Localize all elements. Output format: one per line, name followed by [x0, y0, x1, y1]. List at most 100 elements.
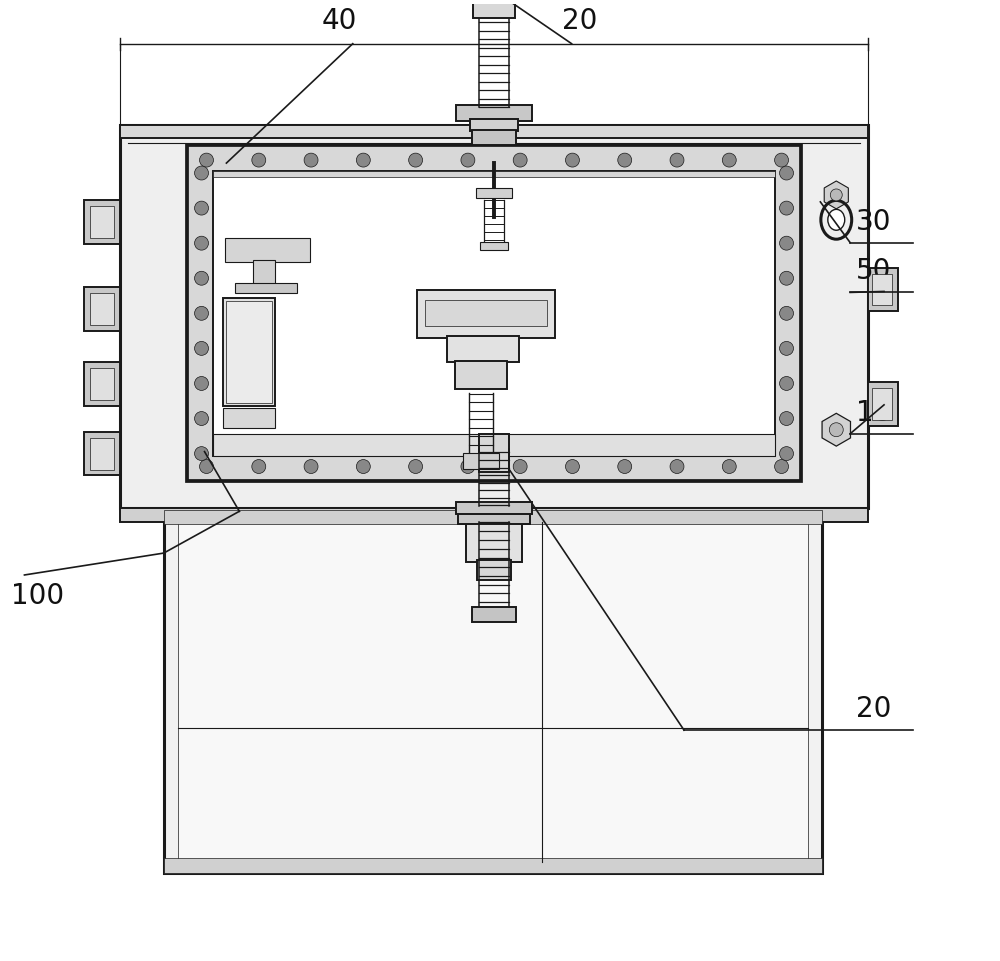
- Bar: [472, 131, 516, 146]
- Ellipse shape: [828, 210, 845, 231]
- Circle shape: [304, 460, 318, 474]
- Text: 20: 20: [856, 695, 892, 723]
- Circle shape: [618, 154, 632, 168]
- Circle shape: [409, 154, 423, 168]
- Circle shape: [830, 189, 842, 202]
- Bar: [164, 511, 822, 525]
- Circle shape: [780, 272, 793, 286]
- Bar: [226, 302, 272, 404]
- Circle shape: [780, 412, 793, 426]
- Bar: [872, 388, 892, 420]
- Text: 40: 40: [321, 7, 357, 35]
- Bar: [476, 188, 512, 199]
- Circle shape: [195, 202, 208, 216]
- Bar: [223, 408, 275, 429]
- Bar: [868, 268, 898, 312]
- Circle shape: [195, 412, 208, 426]
- Circle shape: [565, 154, 579, 168]
- Bar: [90, 438, 114, 470]
- Circle shape: [565, 460, 579, 474]
- Bar: [225, 238, 310, 262]
- Polygon shape: [824, 182, 848, 209]
- Bar: [213, 172, 775, 456]
- Bar: [120, 126, 868, 139]
- Text: 30: 30: [856, 208, 892, 235]
- Polygon shape: [822, 414, 850, 447]
- Bar: [235, 284, 297, 294]
- Bar: [470, 120, 518, 132]
- Bar: [90, 207, 114, 238]
- Bar: [868, 382, 898, 427]
- Circle shape: [618, 460, 632, 474]
- Bar: [456, 107, 532, 122]
- Bar: [213, 434, 775, 456]
- Circle shape: [195, 307, 208, 321]
- Text: 50: 50: [856, 258, 892, 285]
- Circle shape: [195, 237, 208, 251]
- Circle shape: [780, 307, 793, 321]
- Circle shape: [722, 154, 736, 168]
- Bar: [90, 294, 114, 326]
- Bar: [479, 434, 509, 472]
- Text: 20: 20: [562, 7, 597, 35]
- Bar: [466, 519, 522, 562]
- Circle shape: [780, 447, 793, 461]
- Circle shape: [780, 202, 793, 216]
- Bar: [223, 299, 275, 407]
- Bar: [84, 432, 120, 476]
- Bar: [120, 126, 868, 508]
- Bar: [425, 301, 547, 327]
- Bar: [84, 201, 120, 244]
- Circle shape: [780, 237, 793, 251]
- Bar: [456, 503, 532, 515]
- Bar: [90, 369, 114, 401]
- Circle shape: [252, 154, 266, 168]
- Bar: [187, 146, 801, 482]
- Bar: [84, 362, 120, 407]
- Bar: [458, 508, 530, 525]
- Bar: [463, 454, 499, 469]
- Circle shape: [200, 460, 213, 474]
- Bar: [472, 607, 516, 622]
- Circle shape: [780, 167, 793, 181]
- Circle shape: [356, 460, 370, 474]
- Bar: [417, 291, 555, 339]
- Bar: [447, 337, 519, 362]
- Text: 10: 10: [856, 398, 892, 427]
- Circle shape: [409, 460, 423, 474]
- Circle shape: [461, 154, 475, 168]
- Circle shape: [513, 154, 527, 168]
- Bar: [477, 560, 511, 580]
- Circle shape: [780, 342, 793, 356]
- Circle shape: [195, 377, 208, 391]
- Circle shape: [195, 447, 208, 461]
- Circle shape: [775, 154, 789, 168]
- Circle shape: [195, 272, 208, 286]
- Circle shape: [461, 460, 475, 474]
- Circle shape: [780, 377, 793, 391]
- Circle shape: [200, 154, 213, 168]
- Circle shape: [195, 167, 208, 181]
- Bar: [213, 172, 775, 178]
- Circle shape: [829, 423, 843, 437]
- Circle shape: [513, 460, 527, 474]
- Circle shape: [775, 460, 789, 474]
- Circle shape: [304, 154, 318, 168]
- Circle shape: [670, 154, 684, 168]
- Bar: [164, 857, 822, 874]
- Text: 100: 100: [11, 581, 64, 609]
- Bar: [84, 288, 120, 332]
- Bar: [253, 260, 275, 286]
- Bar: [120, 508, 868, 523]
- Bar: [480, 242, 508, 251]
- Circle shape: [252, 460, 266, 474]
- Bar: [473, 0, 515, 19]
- Bar: [872, 274, 892, 306]
- Bar: [164, 511, 822, 874]
- Bar: [178, 523, 808, 862]
- Bar: [455, 361, 507, 389]
- Circle shape: [195, 342, 208, 356]
- Circle shape: [722, 460, 736, 474]
- Circle shape: [670, 460, 684, 474]
- Circle shape: [356, 154, 370, 168]
